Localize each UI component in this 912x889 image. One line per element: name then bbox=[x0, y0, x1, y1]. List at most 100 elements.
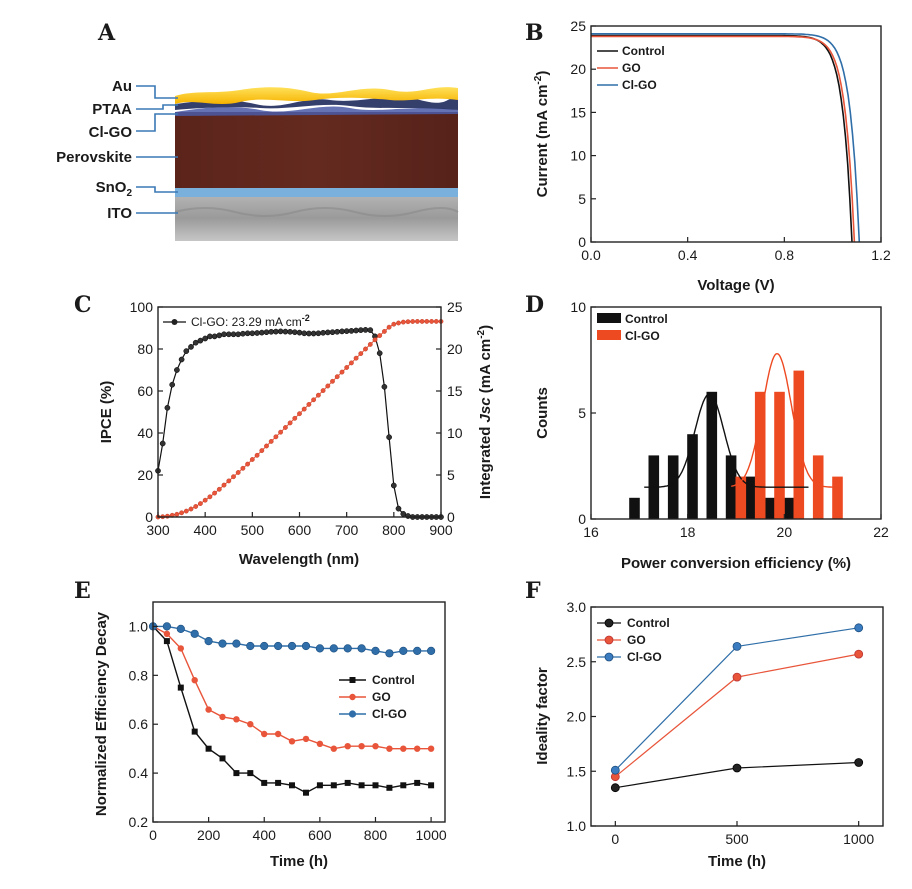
panel-e-ytick-label: 0.2 bbox=[129, 814, 149, 830]
panel-c-ipce-point bbox=[159, 440, 166, 447]
panel-c-ytick-label: 80 bbox=[137, 341, 153, 357]
panel-f-legend-clgo-marker bbox=[604, 652, 614, 662]
panel-e-xtick-label: 0 bbox=[149, 827, 157, 843]
panel-c-ipce-point bbox=[192, 339, 199, 346]
panel-b-ytick-label: 10 bbox=[570, 148, 586, 164]
label-sno2: SnO2 bbox=[96, 179, 133, 199]
panel-d-bar-cl-go bbox=[832, 476, 843, 519]
panel-d-bar-control bbox=[706, 391, 718, 519]
panel-c-chart: 300 400 500 600 700 800 9000204060801000510152… bbox=[98, 299, 494, 568]
panel-d-plot bbox=[629, 352, 843, 519]
panel-c-jsc-point bbox=[249, 457, 255, 462]
panel-c-jsc-point bbox=[287, 420, 293, 426]
panel-d-legend-clgo-swatch bbox=[597, 330, 621, 340]
panel-e-point-control bbox=[247, 770, 254, 777]
panel-c-jsc-point bbox=[419, 318, 425, 324]
panel-c-jsc-point bbox=[381, 328, 387, 334]
panel-e-point-go bbox=[288, 738, 296, 745]
panel-e-legend-go-marker bbox=[349, 693, 356, 701]
panel-e-xtick-label: 800 bbox=[364, 827, 388, 843]
panel-e-point-control bbox=[386, 784, 393, 791]
panel-c-y2tick-label: 25 bbox=[447, 299, 463, 315]
label-perovskite: Perovskite bbox=[56, 149, 132, 166]
panel-c-jsc-point bbox=[264, 443, 269, 449]
panel-f-point-control bbox=[610, 783, 620, 793]
panel-e-point-go bbox=[316, 740, 324, 747]
panel-c-ipce-point bbox=[230, 331, 237, 338]
panel-f-xtick-label: 0 bbox=[611, 831, 619, 847]
panel-e-point-go bbox=[302, 735, 310, 743]
panel-c-jsc-point bbox=[273, 434, 279, 440]
panel-c-jsc-point bbox=[405, 319, 411, 325]
panel-c-jsc-point bbox=[325, 383, 331, 389]
panel-e-legend-control-marker bbox=[349, 677, 356, 683]
panel-e-point-cl-go bbox=[204, 636, 213, 646]
panel-c-jsc-point bbox=[174, 511, 180, 517]
panel-d-legend-control-swatch bbox=[597, 313, 621, 323]
panel-d-legend-control: Control bbox=[625, 312, 668, 326]
panel-c-ipce-point bbox=[306, 330, 312, 337]
panel-c-ipce-point bbox=[197, 337, 204, 344]
panel-c-jsc-point bbox=[188, 506, 194, 512]
panel-c-jsc-point bbox=[301, 406, 307, 412]
panel-c-jsc-line bbox=[157, 320, 441, 518]
panel-c-ipce-point bbox=[296, 329, 303, 336]
panel-e-point-go bbox=[177, 645, 184, 652]
ptaa-layer bbox=[175, 97, 458, 110]
panel-f-ticks: 0 500 1000 1.0 1.5 2.0 2.5 3.0 bbox=[567, 599, 875, 847]
panel-d-bar-cl-go bbox=[735, 476, 747, 519]
panel-c-jsc-point bbox=[245, 461, 251, 467]
panel-e-point-control bbox=[275, 779, 282, 786]
panel-c-xlabel: Wavelength (nm) bbox=[239, 551, 359, 568]
panel-b-ticks: 0.0 0.4 0.8 1.2 0 5 10 15 20 25 bbox=[570, 18, 891, 263]
panel-c-ipce-point bbox=[348, 328, 355, 334]
panel-e-frame bbox=[152, 601, 446, 823]
panel-e-point-cl-go bbox=[343, 644, 352, 653]
panel-c-ipce-point bbox=[258, 329, 265, 336]
label-ito: ITO bbox=[107, 205, 132, 222]
panel-c-ipce-point bbox=[188, 344, 194, 350]
panel-b-legend-clgo: Cl-GO bbox=[622, 78, 657, 92]
panel-c-ytick-label: 0 bbox=[145, 509, 153, 525]
panel-b-ytick-label: 25 bbox=[570, 18, 586, 34]
panel-c-legend-label: Cl-GO: 23.29 mA cm-2 bbox=[191, 313, 310, 329]
panel-e-point-control bbox=[428, 782, 435, 789]
panel-d-ytick-label: 10 bbox=[570, 299, 586, 315]
panel-d-xtick-label: 18 bbox=[680, 524, 696, 540]
panel-e-ytick-label: 0.4 bbox=[129, 765, 149, 781]
panel-f-plot bbox=[610, 623, 864, 793]
panel-f-ytick-label: 2.0 bbox=[567, 709, 587, 725]
panel-d-legend: Control Cl-GO bbox=[597, 312, 668, 343]
panel-c-xtick-label: 500 bbox=[241, 522, 265, 538]
panel-e-point-cl-go bbox=[399, 646, 408, 656]
panel-c-ipce-point bbox=[225, 331, 232, 338]
panel-d-xtick-label: 20 bbox=[777, 524, 793, 540]
panel-c-jsc-point bbox=[410, 319, 416, 324]
panel-e-point-cl-go bbox=[246, 641, 255, 651]
panel-c-jsc-point bbox=[183, 508, 189, 514]
panel-c-jsc-point bbox=[202, 497, 208, 503]
panel-c-ipce-point bbox=[216, 332, 223, 339]
panel-c-ipce-point bbox=[287, 328, 293, 335]
panel-e-point-go bbox=[247, 721, 254, 728]
panel-c-ipce-point bbox=[315, 330, 322, 337]
panel-c-jsc-point bbox=[226, 478, 232, 484]
panel-c-legend: Cl-GO: 23.29 mA cm-2 bbox=[163, 313, 310, 329]
panel-d-bar-cl-go bbox=[774, 391, 785, 519]
panel-label-f: F bbox=[525, 578, 541, 604]
panel-e-ytick-label: 1.0 bbox=[129, 618, 149, 634]
panel-e-point-control bbox=[358, 782, 365, 789]
panel-e-point-control bbox=[205, 745, 212, 752]
panel-c-jsc-point bbox=[433, 318, 439, 324]
panel-f-point-go bbox=[854, 649, 864, 659]
panel-c-ipce-point bbox=[405, 513, 411, 519]
panel-e-point-go bbox=[163, 630, 171, 637]
panel-d-bar-control bbox=[725, 455, 737, 519]
panel-c-ipce-point bbox=[320, 329, 326, 336]
panel-e-point-cl-go bbox=[218, 639, 227, 648]
panel-f-ytick-label: 3.0 bbox=[567, 599, 587, 615]
panel-c-jsc-point bbox=[424, 318, 430, 324]
panel-e-point-control bbox=[233, 770, 240, 777]
panel-c-ipce-point bbox=[367, 327, 374, 333]
panel-c-ipce-point bbox=[211, 333, 218, 340]
